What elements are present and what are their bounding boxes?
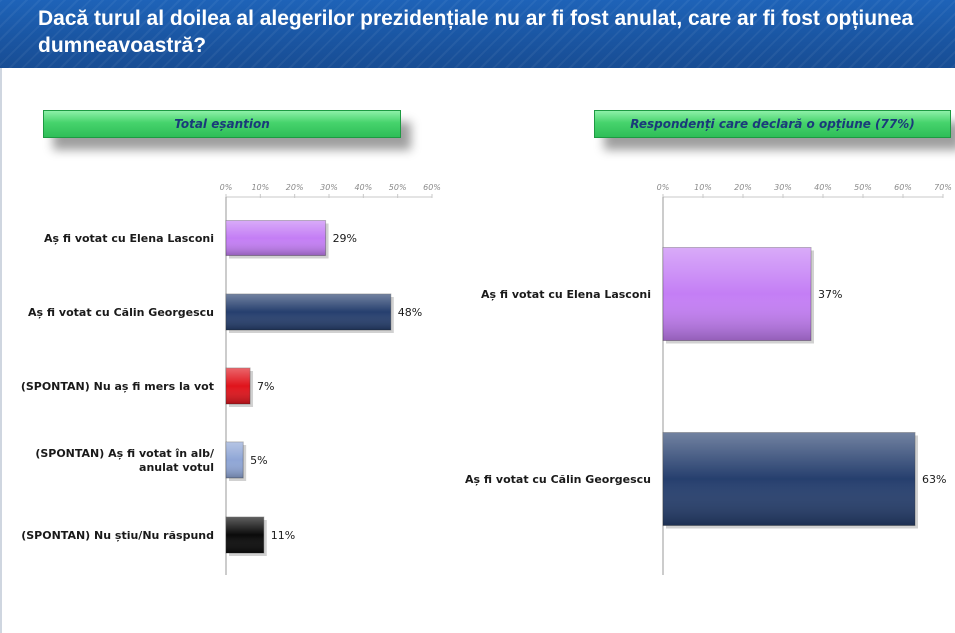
chart-1-tick-label: 20% [734,183,752,192]
chart-0-tick-label: 50% [389,183,407,192]
chart-0-bar-bevel [226,517,264,553]
chart-0-category-label: Aș fi votat cu Elena Lasconi [44,232,214,245]
chart-1-category-label: Aș fi votat cu Călin Georgescu [465,473,651,486]
header-banner: Dacă turul al doilea al alegerilor prezi… [0,0,955,68]
chart-1-value-label: 63% [922,473,946,486]
chart-1-tick-label: 40% [814,183,832,192]
chart-0-category-label: anulat votul [139,461,214,474]
chart-right-title: Respondenți care declară o opțiune (77%) [630,117,915,131]
left-border [0,68,2,633]
chart-0-value-label: 29% [333,232,357,245]
chart-0-value-label: 48% [398,306,422,319]
chart-1-value-label: 37% [818,288,842,301]
chart-1-bar-bevel [663,247,811,341]
chart-0-bar-bevel [226,220,326,256]
chart-0-value-label: 5% [250,454,267,467]
chart-1-tick-label: 10% [694,183,712,192]
chart-1-tick-label: 60% [894,183,912,192]
chart-1-tick-label: 30% [774,183,792,192]
chart-0-tick-label: 20% [286,183,304,192]
page-title: Dacă turul al doilea al alegerilor prezi… [38,7,914,57]
chart-0-category-label: (SPONTAN) Nu aș fi mers la vot [21,380,214,393]
chart-1-tick-label: 50% [854,183,872,192]
chart-0-tick-label: 10% [251,183,269,192]
chart-1-tick-label: 70% [934,183,952,192]
chart-0-tick-label: 30% [320,183,338,192]
chart-0-bar-bevel [226,294,391,330]
chart-0-bar-bevel [226,442,244,478]
chart-1-bar-bevel [663,432,915,526]
chart-right-title-box: Respondenți care declară o opțiune (77%) [594,110,951,138]
chart-0-tick-label: 40% [354,183,372,192]
chart-left-title: Total eșantion [174,117,270,131]
chart-0-category-label: (SPONTAN) Aș fi votat în alb/ [35,447,215,460]
chart-0-bar-bevel [226,368,251,404]
chart-1-category-label: Aș fi votat cu Elena Lasconi [481,288,651,301]
chart-0-value-label: 11% [271,529,295,542]
chart-0-category-label: (SPONTAN) Nu știu/Nu răspund [21,529,214,542]
chart-0-value-label: 7% [257,380,274,393]
chart-0-tick-label: 0% [220,183,233,192]
chart-0-tick-label: 60% [423,183,441,192]
chart-0-category-label: Aș fi votat cu Călin Georgescu [28,306,214,319]
chart-left-title-box: Total eșantion [43,110,401,138]
chart-1-tick-label: 0% [657,183,670,192]
